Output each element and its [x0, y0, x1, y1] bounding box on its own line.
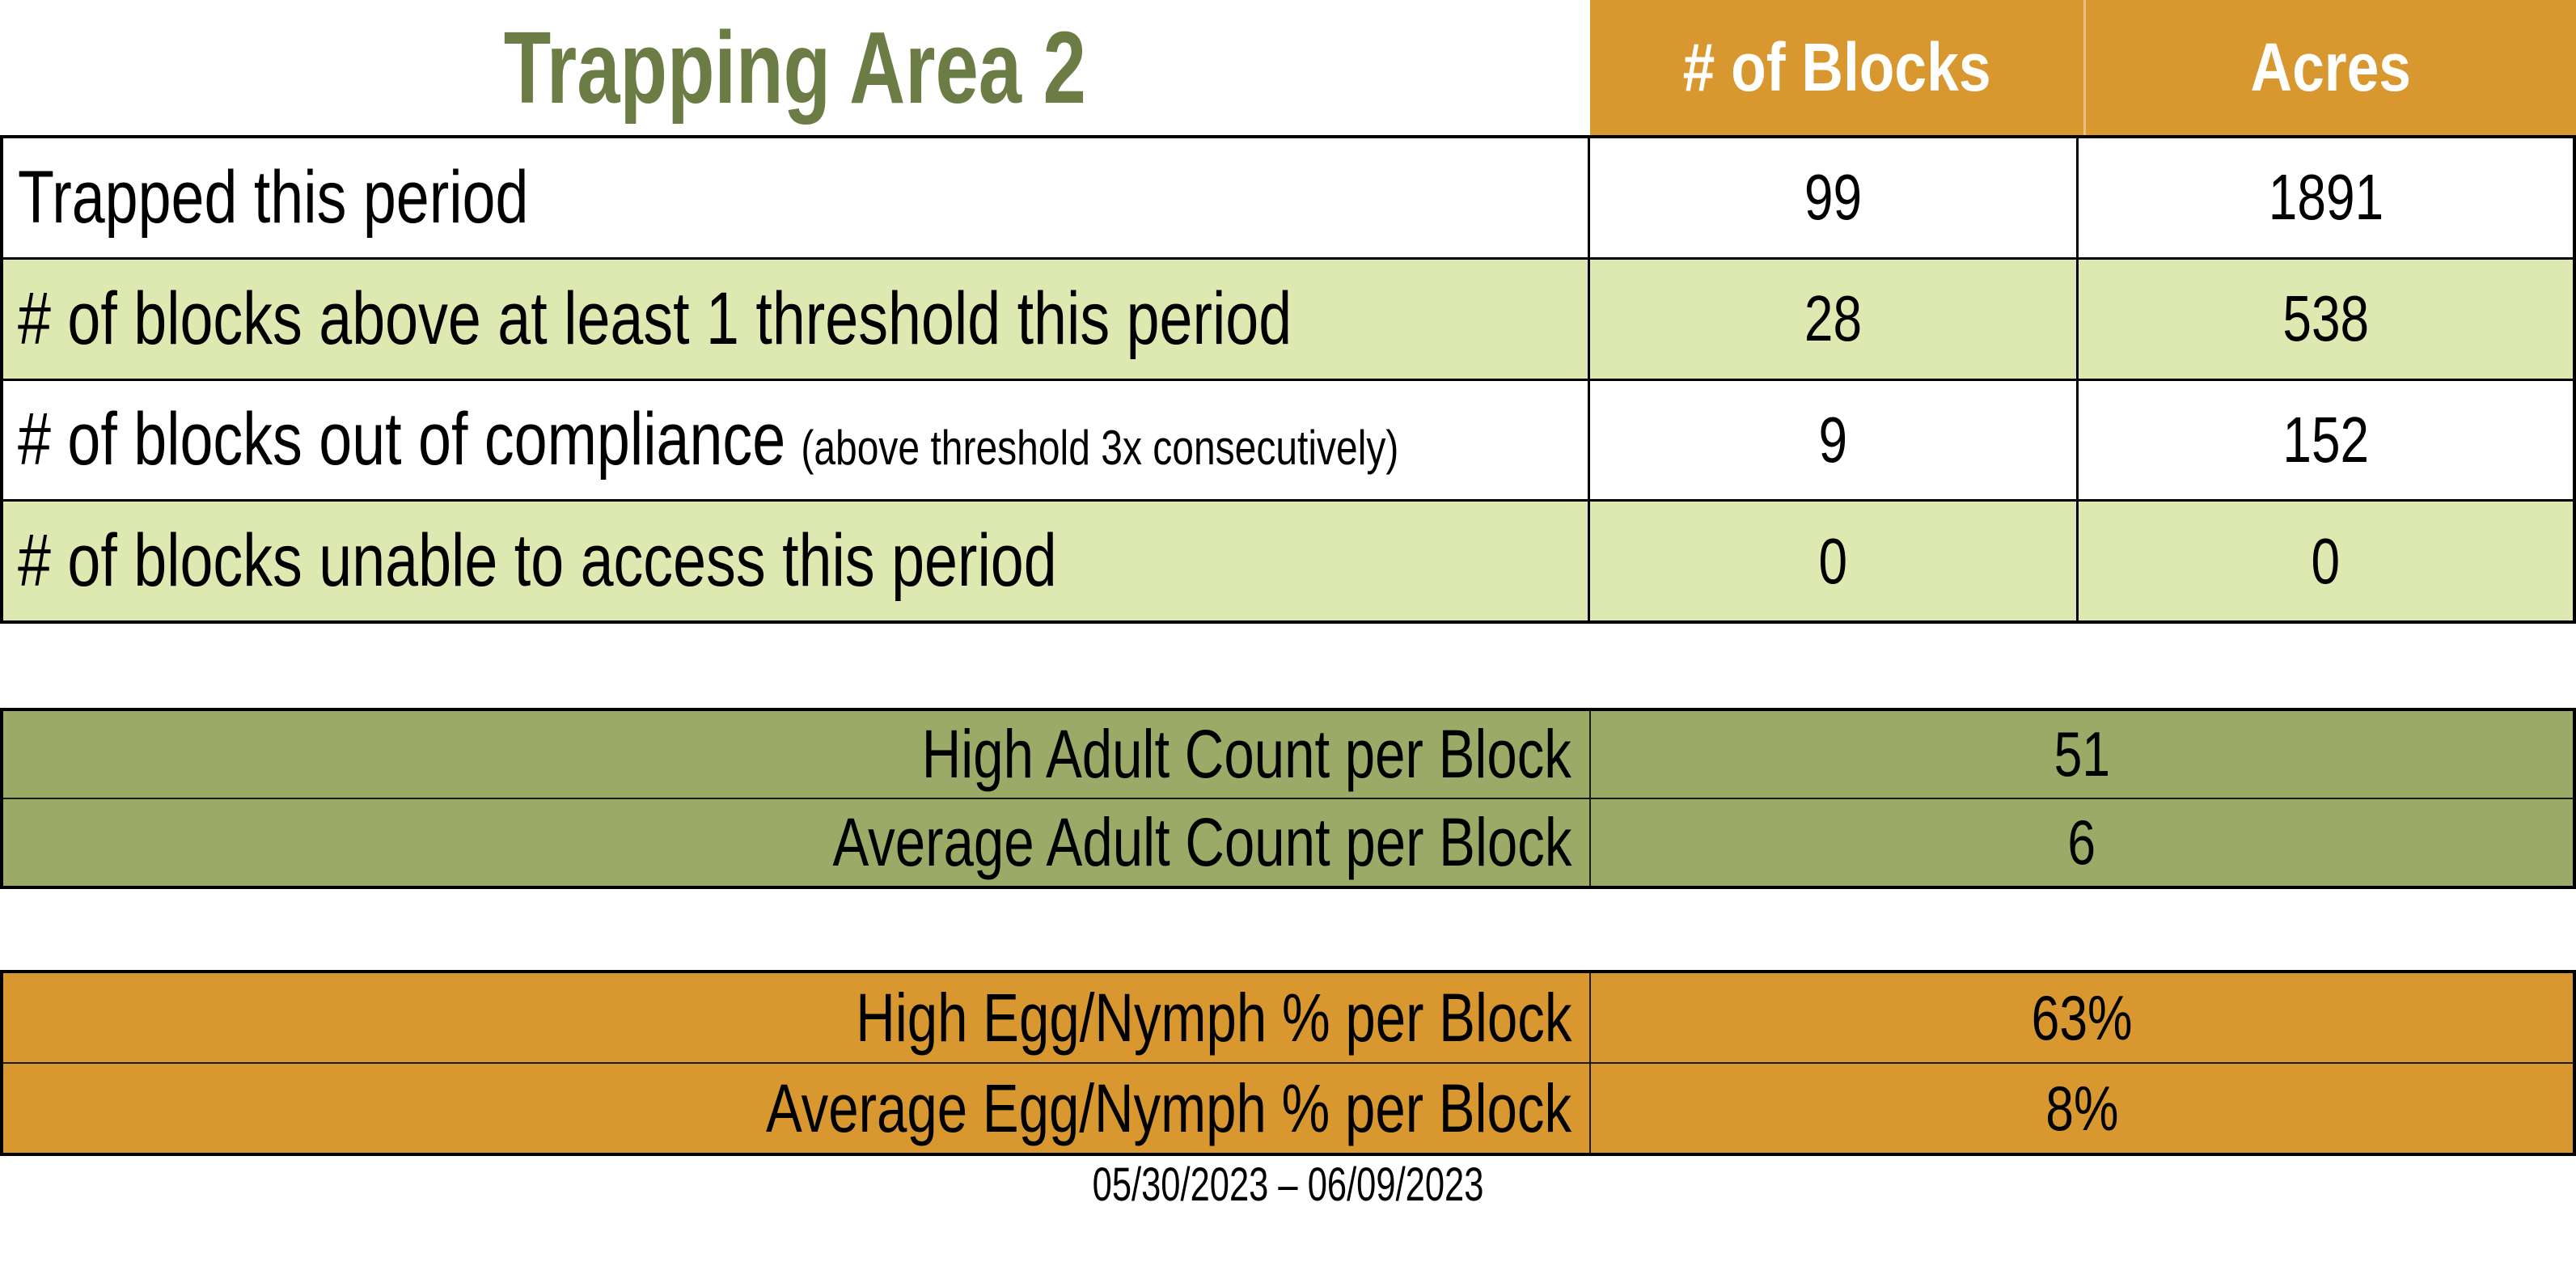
blocks-value-cell: 0 — [1590, 502, 2079, 620]
row-label: # of blocks out of compliance — [18, 398, 786, 481]
acres-value: 1891 — [2268, 161, 2384, 234]
section-row-value: 63% — [2031, 981, 2133, 1053]
acres-value-cell: 1891 — [2079, 138, 2573, 257]
date-range: 05/30/2023 – 06/09/2023 — [1092, 1158, 1484, 1211]
blocks-value-cell: 99 — [1590, 138, 2079, 257]
section-row: High Adult Count per Block 51 — [3, 711, 2573, 799]
section-row-value: 8% — [2045, 1072, 2119, 1144]
section-row-label: High Egg/Nymph % per Block — [855, 979, 1571, 1056]
acres-value: 152 — [2282, 403, 2369, 476]
column-header-acres-label: Acres — [2250, 29, 2412, 105]
column-header-blocks: # of Blocks — [1590, 0, 2083, 135]
blocks-value: 99 — [1804, 161, 1863, 234]
row-label: # of blocks unable to access this period — [18, 519, 1057, 603]
row-label-note: (above threshold 3x consecutively) — [801, 421, 1399, 476]
row-label-cell: # of blocks unable to access this period — [3, 502, 1590, 620]
row-label-cell: Trapped this period — [3, 138, 1590, 257]
section-row-label-cell: Average Adult Count per Block — [3, 799, 1591, 886]
acres-value-cell: 0 — [2079, 502, 2573, 620]
table-row: # of blocks unable to access this period… — [3, 502, 2573, 620]
section-row: Average Adult Count per Block 6 — [3, 799, 2573, 886]
acres-value: 0 — [2311, 524, 2341, 597]
blocks-value-cell: 9 — [1590, 380, 2079, 500]
table-row: # of blocks above at least 1 threshold t… — [3, 259, 2573, 381]
column-header-acres: Acres — [2083, 0, 2576, 135]
date-range-line: 05/30/2023 – 06/09/2023 — [0, 1158, 2576, 1211]
section-row-value-cell: 51 — [1591, 711, 2573, 798]
page-title-cell: Trapping Area 2 — [0, 0, 1590, 135]
section-row-value-cell: 63% — [1591, 973, 2573, 1062]
section-row-value-cell: 6 — [1591, 799, 2573, 886]
row-label-cell: # of blocks above at least 1 threshold t… — [3, 259, 1590, 379]
row-label: # of blocks above at least 1 threshold t… — [18, 277, 1292, 360]
summary-table: Trapped this period 99 1891 # of blocks … — [0, 135, 2576, 624]
adult-count-section: High Adult Count per Block 51 Average Ad… — [0, 708, 2576, 889]
egg-nymph-section: High Egg/Nymph % per Block 63% Average E… — [0, 970, 2576, 1156]
blocks-value: 28 — [1804, 282, 1863, 355]
blocks-value: 0 — [1818, 524, 1848, 597]
row-label-cell: # of blocks out of compliance (above thre… — [3, 380, 1590, 500]
acres-value: 538 — [2282, 282, 2369, 355]
row-label: Trapped this period — [18, 155, 529, 239]
section-row-value-cell: 8% — [1591, 1064, 2573, 1153]
acres-value-cell: 152 — [2079, 381, 2573, 500]
section-row: High Egg/Nymph % per Block 63% — [3, 973, 2573, 1064]
section-row-label-cell: High Egg/Nymph % per Block — [3, 973, 1591, 1062]
section-row-label-cell: High Adult Count per Block — [3, 711, 1591, 798]
section-row-value: 6 — [2067, 807, 2096, 878]
section-row-label-cell: Average Egg/Nymph % per Block — [3, 1064, 1591, 1153]
table-row: Trapped this period 99 1891 — [3, 138, 2573, 260]
column-header-blocks-label: # of Blocks — [1682, 29, 1991, 105]
section-row-value: 51 — [2054, 718, 2110, 790]
acres-value-cell: 538 — [2079, 260, 2573, 379]
section-row-label: Average Adult Count per Block — [832, 804, 1571, 880]
header-band: Trapping Area 2 # of Blocks Acres — [0, 0, 2576, 135]
blocks-value: 9 — [1818, 403, 1848, 476]
page-title: Trapping Area 2 — [503, 11, 1087, 125]
section-row: Average Egg/Nymph % per Block 8% — [3, 1064, 2573, 1153]
blocks-value-cell: 28 — [1590, 259, 2079, 379]
section-row-label: Average Egg/Nymph % per Block — [765, 1069, 1571, 1146]
table-row: # of blocks out of compliance (above thre… — [3, 380, 2573, 502]
section-row-label: High Adult Count per Block — [921, 716, 1571, 792]
